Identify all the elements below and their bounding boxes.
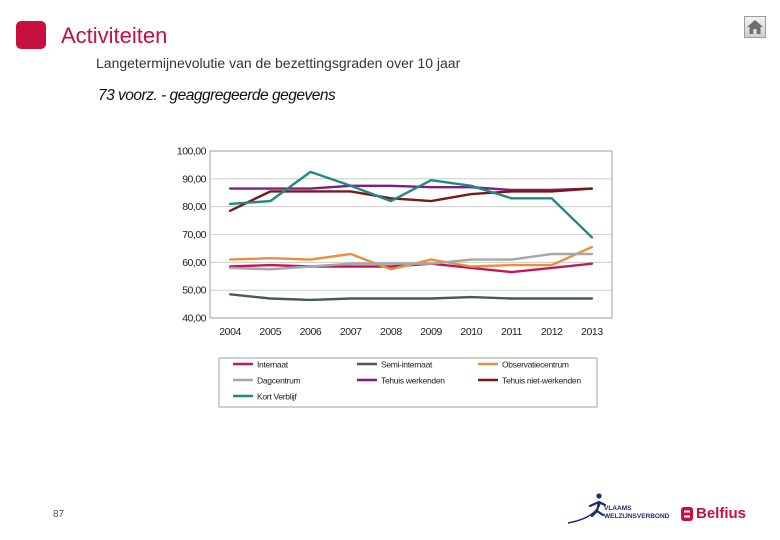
x-tick-label: 2004 [219,326,241,338]
chart-title: 73 voorz. - geaggregeerde gegevens [98,87,336,104]
x-tick-label: 2006 [300,326,322,338]
y-axis-ticks: 40,00 50,00 60,00 70,00 80,00 90,00 100,00 [177,146,207,325]
vvsg-logo [567,493,607,524]
y-tick-label: 80,00 [182,201,206,213]
y-tick-label: 70,00 [182,229,206,241]
series-line [228,293,594,302]
legend-item: Semi-internaat [357,360,433,370]
legend-label: Observatiecentrum [502,360,569,370]
x-tick-label: 2012 [541,326,563,338]
legend-item: Tehuis werkenden [357,376,446,386]
x-tick-label: 2008 [380,326,402,338]
vvsg-logo-text: VLAAMS WELZIJNSVERBOND [604,505,669,520]
home-button[interactable] [744,16,766,38]
page-number: 87 [53,509,65,520]
page-title: Activiteiten [61,23,168,48]
vvsg-line1: VLAAMS [604,505,632,512]
belfius-logo-text: Belfius [696,505,747,522]
legend-item: Kort Verblijf [233,392,298,402]
series-line [228,187,594,213]
legend-label: Kort Verblijf [257,392,298,402]
y-tick-label: 50,00 [182,285,206,297]
x-tick-label: 2010 [460,326,482,338]
legend-label: Tehuis werkenden [381,376,445,386]
legend-item: Observatiecentrum [478,360,569,370]
page-subtitle: Langetermijnevolutie van de bezettingsgr… [96,55,461,71]
x-tick-label: 2009 [420,326,442,338]
y-tick-label: 90,00 [182,173,206,185]
brand-square-icon [16,21,46,49]
legend-item: Internaat [233,360,289,370]
series-lines [228,170,594,302]
x-tick-label: 2005 [259,326,281,338]
x-tick-label: 2013 [581,326,603,338]
vvsg-line2: WELZIJNSVERBOND [604,512,670,520]
series-line [228,252,594,271]
legend-item: Dagcentrum [233,376,301,386]
y-tick-label: 100,00 [177,146,207,158]
legend-label: Internaat [257,360,289,370]
x-tick-label: 2011 [501,326,523,338]
gridlines [210,178,612,291]
chart-legend: Internaat Semi-internaat Observatiecentrum… [233,360,582,402]
series-line [228,170,594,239]
series-line [228,184,594,192]
legend-item: Tehuis niet-werkenden [478,376,582,386]
y-tick-label: 60,00 [182,257,206,269]
legend-label: Tehuis niet-werkenden [502,376,581,386]
y-tick-label: 40,00 [182,313,206,325]
x-axis-ticks: 2004 2005 2006 2007 2008 2009 2010 2011 2012 2013 [219,326,604,338]
x-tick-label: 2007 [340,326,362,338]
legend-box [218,357,598,408]
legend-label: Dagcentrum [257,376,301,386]
legend-label: Semi-internaat [381,360,433,370]
belfius-icon [681,507,693,521]
home-icon [747,20,763,34]
